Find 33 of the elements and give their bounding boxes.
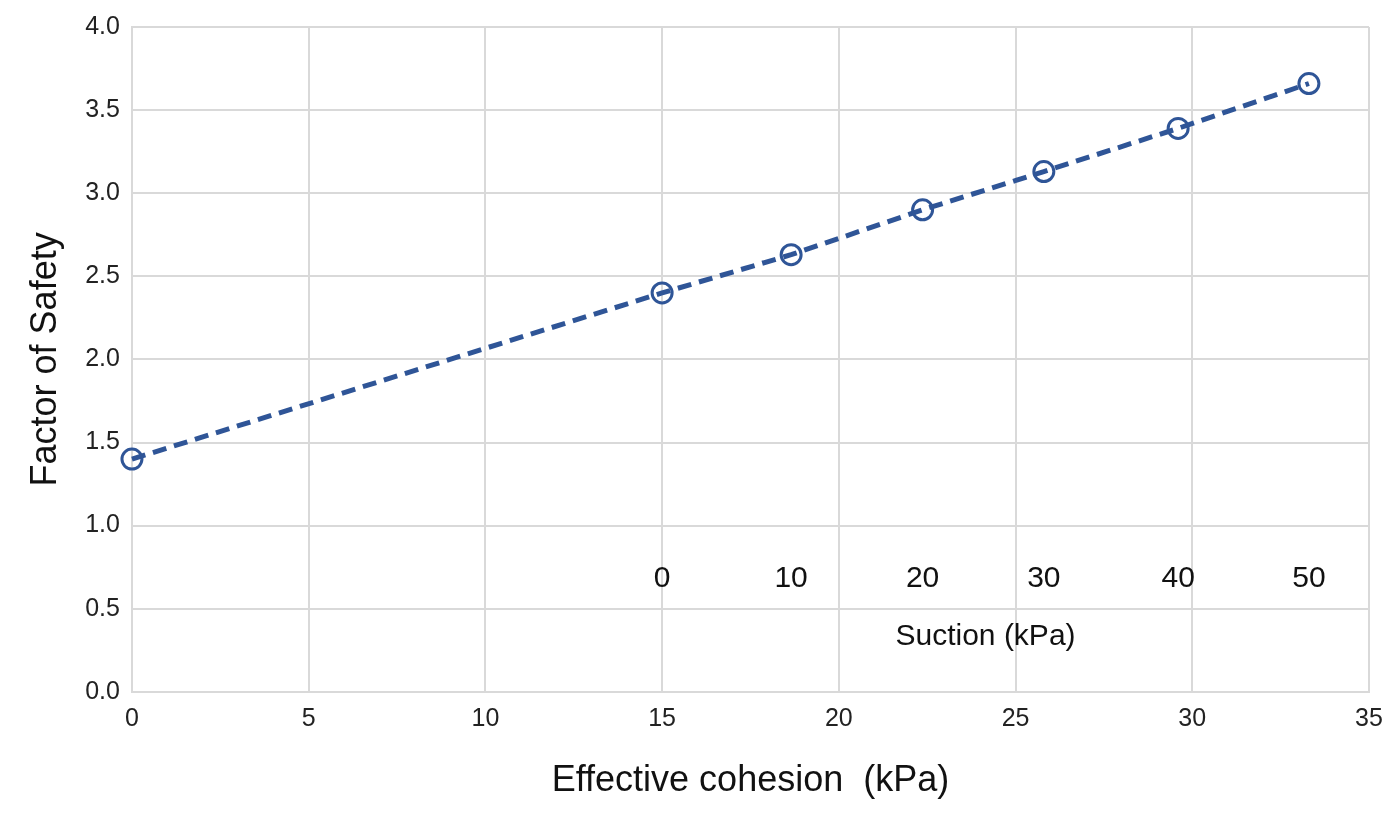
x-tick-label: 10 — [471, 702, 500, 731]
x-tick-label: 25 — [1001, 702, 1030, 731]
point — [1032, 160, 1056, 184]
x-tick-label: 15 — [648, 702, 677, 731]
annotation: 20 — [905, 560, 940, 594]
annotation: 0 — [653, 560, 671, 594]
y-tick-label: 1.0 — [85, 509, 120, 538]
annotation: 10 — [774, 560, 808, 594]
point — [779, 243, 803, 267]
point — [1297, 72, 1321, 96]
x-tick-label: 30 — [1178, 702, 1207, 731]
y-tick-label: 0.0 — [85, 675, 120, 704]
annotation: 40 — [1161, 560, 1195, 594]
y-tick-label: 3.5 — [85, 93, 120, 122]
x-tick-label: 0 — [125, 702, 139, 731]
point — [1166, 116, 1190, 140]
y-tick-label: 3.0 — [85, 177, 120, 206]
x-axis-title: Effective cohesion (kPa) — [551, 758, 950, 800]
y-tick-label: 0.5 — [85, 592, 120, 621]
y-tick-label: 2.0 — [85, 343, 120, 372]
y-tick-label: 4.0 — [85, 10, 120, 39]
x-tick-label: 20 — [824, 702, 853, 731]
y-tick-label: 2.5 — [85, 260, 120, 289]
annotation: 30 — [1027, 560, 1061, 594]
point — [911, 198, 935, 222]
annotation: 50 — [1292, 560, 1326, 594]
point — [120, 447, 144, 471]
y-tick-label: 1.5 — [85, 426, 120, 455]
annotation: Suction (kPa) — [895, 617, 1076, 651]
point — [650, 281, 674, 305]
x-tick-label: 35 — [1355, 702, 1383, 731]
x-tick-label: 5 — [301, 702, 316, 731]
y-axis-title: Factor of Safety — [22, 232, 64, 487]
